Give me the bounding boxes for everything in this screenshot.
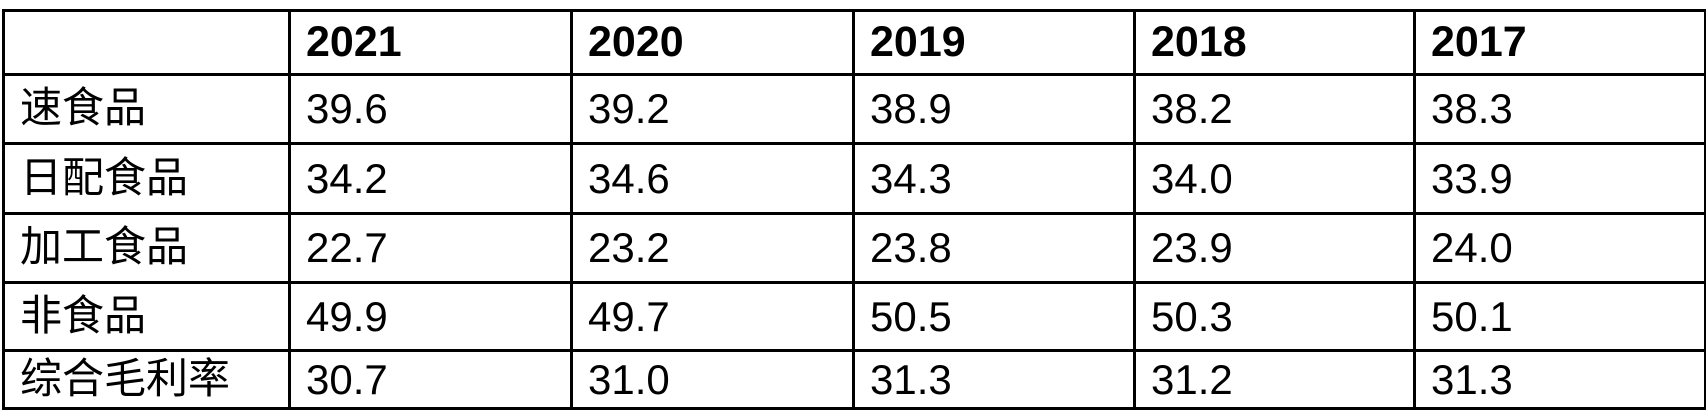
value-cell: 31.0: [570, 349, 855, 410]
year-header-2019: 2019: [852, 9, 1136, 76]
value-cell: 23.9: [1133, 212, 1416, 284]
gross-margin-table: 2021 2020 2019 2018 2017 速食品 39.6 39.2 3…: [2, 9, 1706, 410]
value-cell: 22.7: [288, 212, 573, 284]
value-cell: 34.3: [852, 142, 1136, 215]
value-cell: 23.8: [852, 212, 1136, 284]
value-cell: 31.3: [852, 349, 1136, 410]
value-cell: 30.7: [288, 349, 573, 410]
table-row-processed-food: 加工食品 22.7 23.2 23.8 23.9 24.0: [2, 212, 1706, 284]
value-cell: 38.3: [1413, 73, 1706, 145]
value-cell: 33.9: [1413, 142, 1706, 215]
year-header-2020: 2020: [570, 9, 855, 76]
row-label: 速食品: [2, 73, 291, 145]
corner-cell: [2, 9, 291, 76]
year-header-2017: 2017: [1413, 9, 1706, 76]
value-cell: 49.7: [570, 281, 855, 352]
value-cell: 34.0: [1133, 142, 1416, 215]
value-cell: 50.3: [1133, 281, 1416, 352]
row-label: 日配食品: [2, 142, 291, 215]
value-cell: 34.6: [570, 142, 855, 215]
value-cell: 49.9: [288, 281, 573, 352]
header-row: 2021 2020 2019 2018 2017: [2, 9, 1706, 76]
row-label: 综合毛利率: [2, 349, 291, 410]
value-cell: 38.9: [852, 73, 1136, 145]
year-header-2021: 2021: [288, 9, 573, 76]
value-cell: 34.2: [288, 142, 573, 215]
value-cell: 39.6: [288, 73, 573, 145]
table-row-daily-food: 日配食品 34.2 34.6 34.3 34.0 33.9: [2, 142, 1706, 215]
value-cell: 50.1: [1413, 281, 1706, 352]
value-cell: 31.2: [1133, 349, 1416, 410]
table-row-overall-gross-margin: 综合毛利率 30.7 31.0 31.3 31.2 31.3: [2, 349, 1706, 410]
year-header-2018: 2018: [1133, 9, 1416, 76]
value-cell: 39.2: [570, 73, 855, 145]
table-row-instant-food: 速食品 39.6 39.2 38.9 38.2 38.3: [2, 73, 1706, 145]
value-cell: 38.2: [1133, 73, 1416, 145]
value-cell: 23.2: [570, 212, 855, 284]
row-label: 加工食品: [2, 212, 291, 284]
value-cell: 31.3: [1413, 349, 1706, 410]
table-row-non-food: 非食品 49.9 49.7 50.5 50.3 50.1: [2, 281, 1706, 352]
value-cell: 24.0: [1413, 212, 1706, 284]
value-cell: 50.5: [852, 281, 1136, 352]
row-label: 非食品: [2, 281, 291, 352]
